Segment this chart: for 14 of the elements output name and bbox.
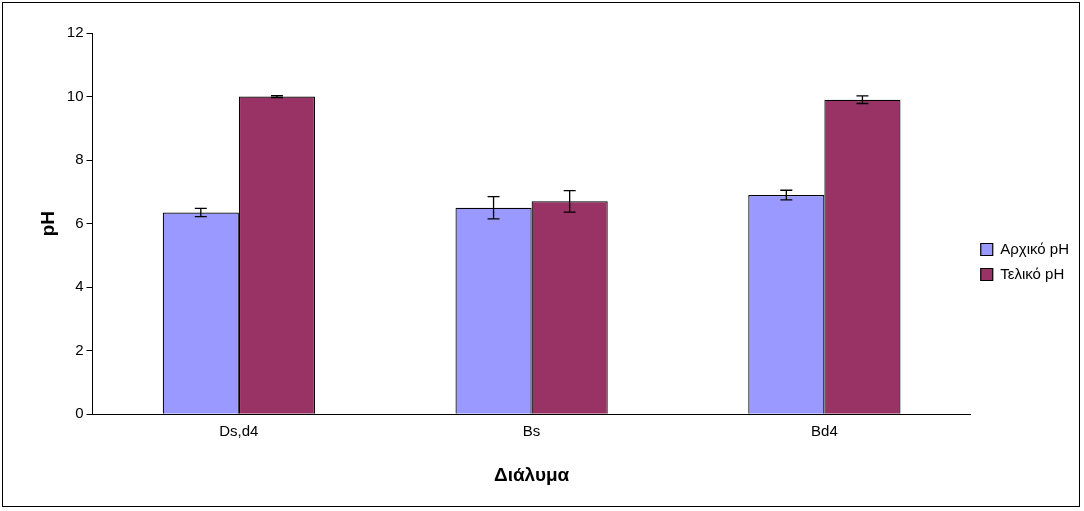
y-axis-title: pH (36, 210, 58, 237)
y-tick-label: 2 (75, 340, 84, 358)
y-tick-label: 0 (75, 404, 84, 422)
legend-label: Αρχικό pH (1000, 239, 1069, 257)
y-tick-label: 6 (75, 213, 84, 231)
y-tick-label: 8 (75, 150, 84, 168)
x-tick-label: Bs (522, 422, 541, 440)
y-tick-label: 4 (75, 277, 84, 295)
y-tick-label: 12 (66, 23, 84, 41)
x-tick-label: Ds,d4 (219, 422, 259, 440)
x-axis-title: Διάλυμα (493, 463, 570, 485)
legend-label: Τελικό pH (1000, 264, 1065, 282)
y-tick-label: 10 (66, 86, 84, 104)
x-tick-label: Bd4 (811, 422, 838, 440)
